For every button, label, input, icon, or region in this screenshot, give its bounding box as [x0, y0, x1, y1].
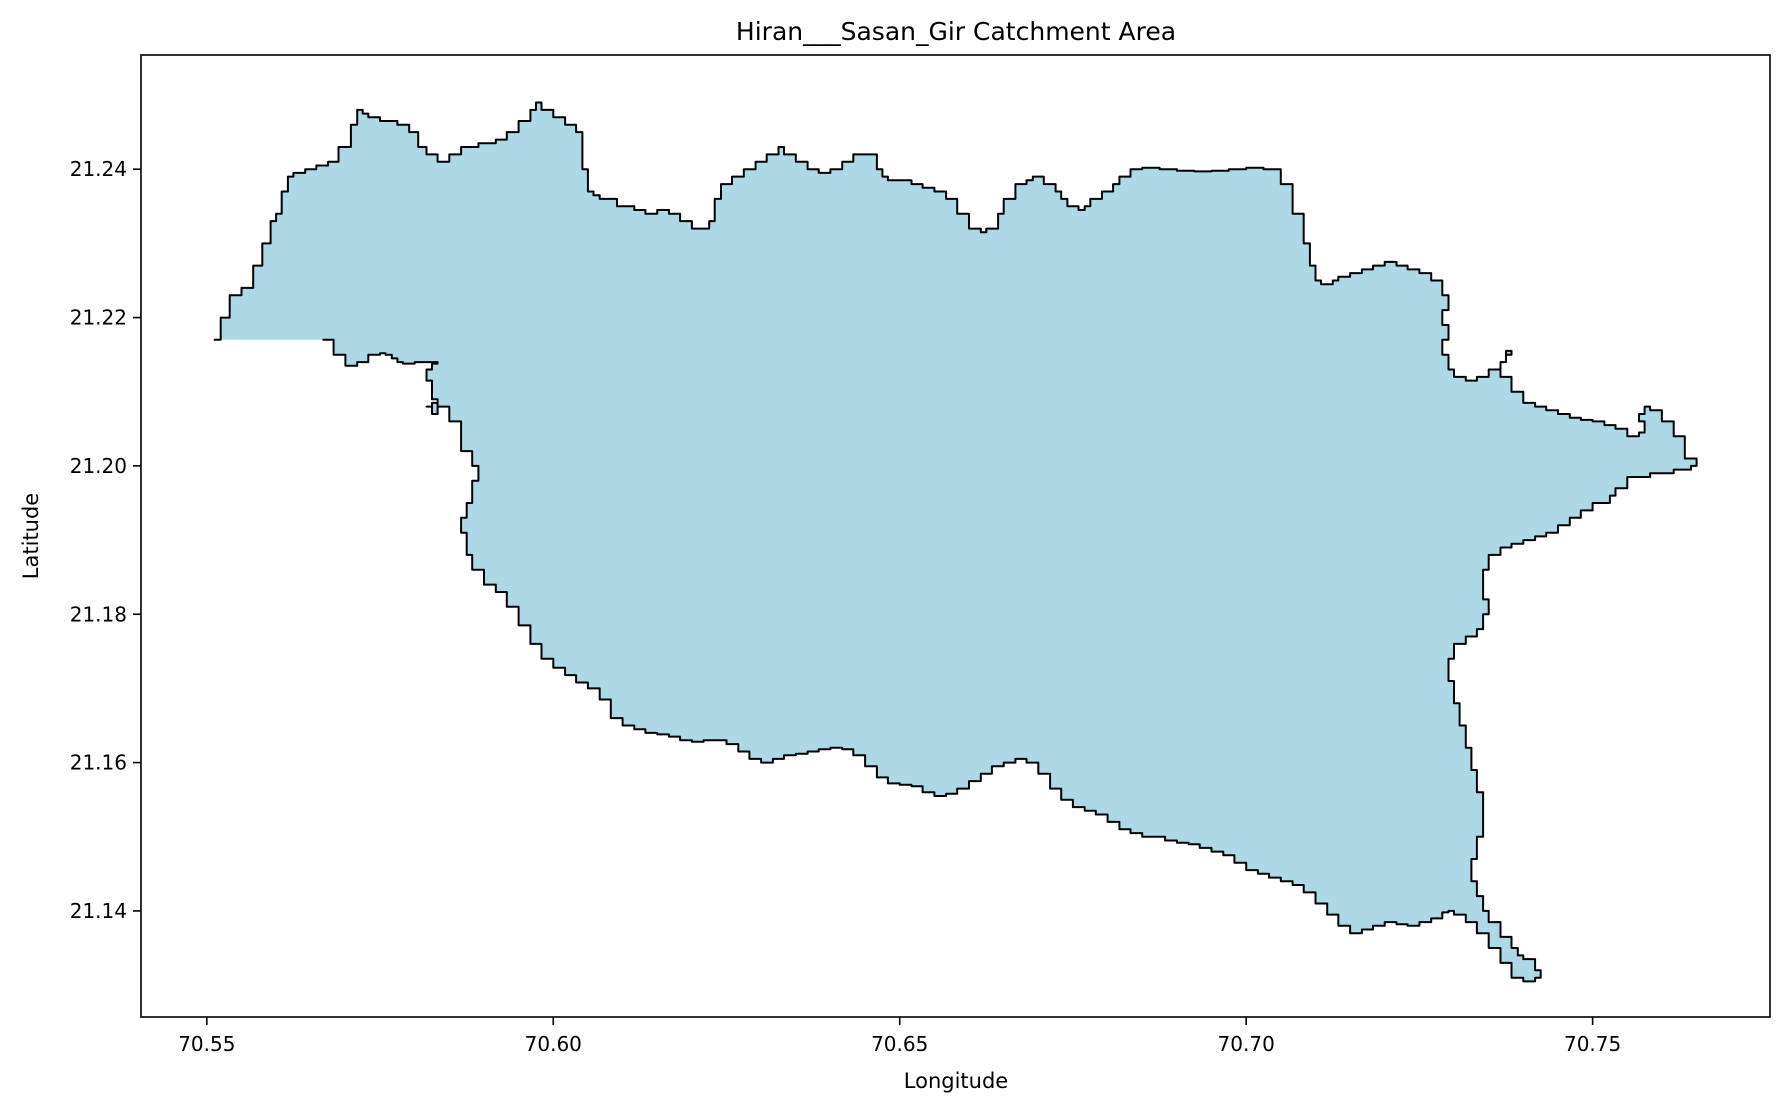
x-axis-ticks: 70.55 70.60 70.65 70.70 70.75: [178, 1017, 1621, 1056]
y-tick-label: 21.14: [70, 899, 127, 923]
y-tick-label: 21.22: [70, 306, 127, 330]
y-axis-label: Latitude: [19, 493, 43, 579]
catchment-polygon: [213, 101, 1698, 983]
axes-frame: [140, 54, 1771, 1018]
x-tick-label: 70.60: [525, 1032, 582, 1056]
y-tick-label: 21.18: [70, 602, 127, 626]
y-tick-label: 21.16: [70, 751, 127, 775]
y-tick-label: 21.24: [70, 157, 127, 181]
x-axis-label: Longitude: [904, 1069, 1008, 1093]
x-tick-label: 70.65: [871, 1032, 928, 1056]
chart-title: Hiran___Sasan_Gir Catchment Area: [736, 17, 1176, 46]
plot-area: [140, 54, 1771, 1018]
y-axis-ticks: 21.14 21.16 21.18 21.20 21.22 21.24: [70, 157, 141, 923]
x-tick-label: 70.55: [178, 1032, 235, 1056]
x-tick-label: 70.70: [1218, 1032, 1275, 1056]
y-tick-label: 21.20: [70, 454, 127, 478]
x-tick-label: 70.75: [1564, 1032, 1621, 1056]
